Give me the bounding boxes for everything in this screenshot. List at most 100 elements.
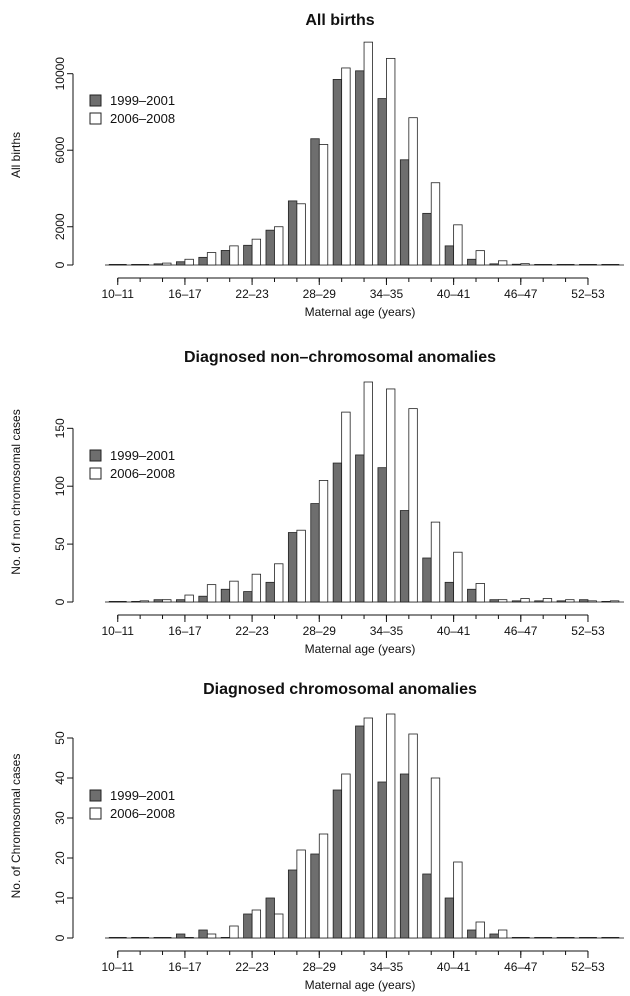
x-tick-label: 40–41 xyxy=(437,624,471,638)
bar-series-b-52-53 xyxy=(587,936,597,939)
bar-series-a-30-31 xyxy=(332,79,343,266)
bar-series-b-48-49 xyxy=(542,263,553,266)
bar-series-a-50-51 xyxy=(556,600,566,603)
bar-series-a-26-27 xyxy=(287,532,298,603)
bar-series-a-22-23 xyxy=(243,591,253,603)
bar-series-a-32-33 xyxy=(355,454,365,603)
y-tick-label: 50 xyxy=(53,731,67,745)
bar-series-b-34-35 xyxy=(386,57,396,266)
x-tick-label: 34–35 xyxy=(370,960,404,974)
bar-series-b-22-23 xyxy=(251,909,262,939)
bar-series-b-40-41 xyxy=(453,861,463,939)
x-axis-label: Maternal age (years) xyxy=(305,305,416,319)
x-tick-label: 22–23 xyxy=(235,287,269,301)
bar-series-a-52-53 xyxy=(579,263,589,266)
legend-label: 1999–2001 xyxy=(110,788,175,803)
bar-series-b-28-29 xyxy=(318,144,329,266)
bar-series-b-18-19 xyxy=(206,933,217,939)
bar-series-a-38-39 xyxy=(422,557,432,603)
y-tick-label: 20 xyxy=(53,851,67,865)
bar-series-b-16-17 xyxy=(184,594,194,603)
bar-series-b-12-13 xyxy=(139,600,150,603)
bar-series-b-54-55 xyxy=(609,600,620,603)
x-tick-label: 46–47 xyxy=(504,624,538,638)
bar-series-a-48-49 xyxy=(534,263,544,266)
legend-swatch xyxy=(89,112,102,125)
chart-panel-all-births: All births 0 2000 6000 10000 All births 10–11 1… xyxy=(9,12,624,319)
bar-series-b-16-17 xyxy=(184,258,194,266)
bar-series-b-16-17 xyxy=(184,936,194,939)
bar-series-b-24-25 xyxy=(274,563,284,603)
legend-label: 2006–2008 xyxy=(110,466,175,481)
bar-series-b-44-45 xyxy=(497,260,508,266)
y-tick-label: 100 xyxy=(53,476,67,496)
bar-series-b-36-37 xyxy=(408,733,418,939)
bar-series-a-26-27 xyxy=(287,200,298,266)
bar-series-a-52-53 xyxy=(579,599,589,603)
y-tick-label: 0 xyxy=(53,934,67,941)
bar-series-a-24-25 xyxy=(265,229,275,266)
y-tick-label: 0 xyxy=(53,261,67,268)
bar-series-a-42-43 xyxy=(467,588,477,603)
bar-series-b-28-29 xyxy=(318,480,329,603)
x-tick-label: 28–29 xyxy=(303,287,337,301)
bar-series-a-24-25 xyxy=(265,581,275,603)
bar-series-b-10-11 xyxy=(117,263,127,266)
x-tick-label: 52–53 xyxy=(571,960,605,974)
bar-series-a-40-41 xyxy=(444,897,455,939)
bar-series-b-50-51 xyxy=(565,936,575,939)
x-tick-label: 28–29 xyxy=(303,624,337,638)
bar-series-b-54-55 xyxy=(609,936,620,939)
y-tick-label: 6000 xyxy=(53,137,67,164)
bar-series-a-16-17 xyxy=(176,261,186,266)
x-tick-label: 34–35 xyxy=(370,624,404,638)
bar-series-b-14-15 xyxy=(162,599,172,603)
bar-series-b-42-43 xyxy=(475,250,485,266)
bar-series-b-38-39 xyxy=(430,182,441,266)
bar-series-b-34-35 xyxy=(386,388,396,603)
bar-series-a-50-51 xyxy=(556,936,566,939)
bar-series-a-52-53 xyxy=(579,936,589,939)
bar-series-a-50-51 xyxy=(556,263,566,266)
bar-series-b-30-31 xyxy=(341,773,351,939)
y-axis-label: No. of non chromosomal cases xyxy=(9,409,23,574)
bar-series-a-20-21 xyxy=(220,250,231,266)
bar-series-a-38-39 xyxy=(422,873,432,939)
x-tick-label: 34–35 xyxy=(370,287,404,301)
legend-label: 2006–2008 xyxy=(110,806,175,821)
bar-series-a-40-41 xyxy=(444,581,455,603)
y-tick-label: 50 xyxy=(53,537,67,551)
chart-panel-non-chromosomal: Diagnosed non–chromosomal anomalies 0 50 10… xyxy=(9,349,624,656)
chart-title: Diagnosed non–chromosomal anomalies xyxy=(184,349,496,366)
bar-series-a-44-45 xyxy=(489,599,499,603)
legend-swatch xyxy=(89,789,102,802)
bar-series-b-44-45 xyxy=(497,599,508,603)
y-axis-label: No. of Chromosomal cases xyxy=(9,754,23,899)
bar-series-b-10-11 xyxy=(117,600,127,603)
bar-series-b-42-43 xyxy=(475,583,485,603)
x-tick-label: 46–47 xyxy=(504,960,538,974)
bar-series-b-18-19 xyxy=(206,584,217,603)
bar-series-b-14-15 xyxy=(162,936,172,939)
bar-series-a-12-13 xyxy=(131,936,141,939)
y-tick-label: 2000 xyxy=(53,213,67,240)
x-tick-label: 22–23 xyxy=(235,624,269,638)
bar-series-a-18-19 xyxy=(198,256,208,266)
x-tick-label: 10–11 xyxy=(102,624,135,638)
bar-series-a-36-37 xyxy=(399,773,410,939)
bar-series-a-30-31 xyxy=(332,789,343,939)
bar-series-b-50-51 xyxy=(565,263,575,266)
bar-series-a-16-17 xyxy=(176,933,186,939)
x-tick-label: 10–11 xyxy=(102,960,135,974)
bar-series-a-48-49 xyxy=(534,600,544,603)
bar-series-b-10-11 xyxy=(117,936,127,939)
bar-series-b-14-15 xyxy=(162,262,172,266)
bar-series-b-48-49 xyxy=(542,598,553,603)
bar-series-a-30-31 xyxy=(332,462,343,603)
bar-series-b-26-27 xyxy=(296,529,306,603)
bar-series-a-54-55 xyxy=(601,600,611,603)
x-tick-label: 52–53 xyxy=(571,624,605,638)
bar-series-a-48-49 xyxy=(534,936,544,939)
bar-series-b-12-13 xyxy=(139,936,150,939)
